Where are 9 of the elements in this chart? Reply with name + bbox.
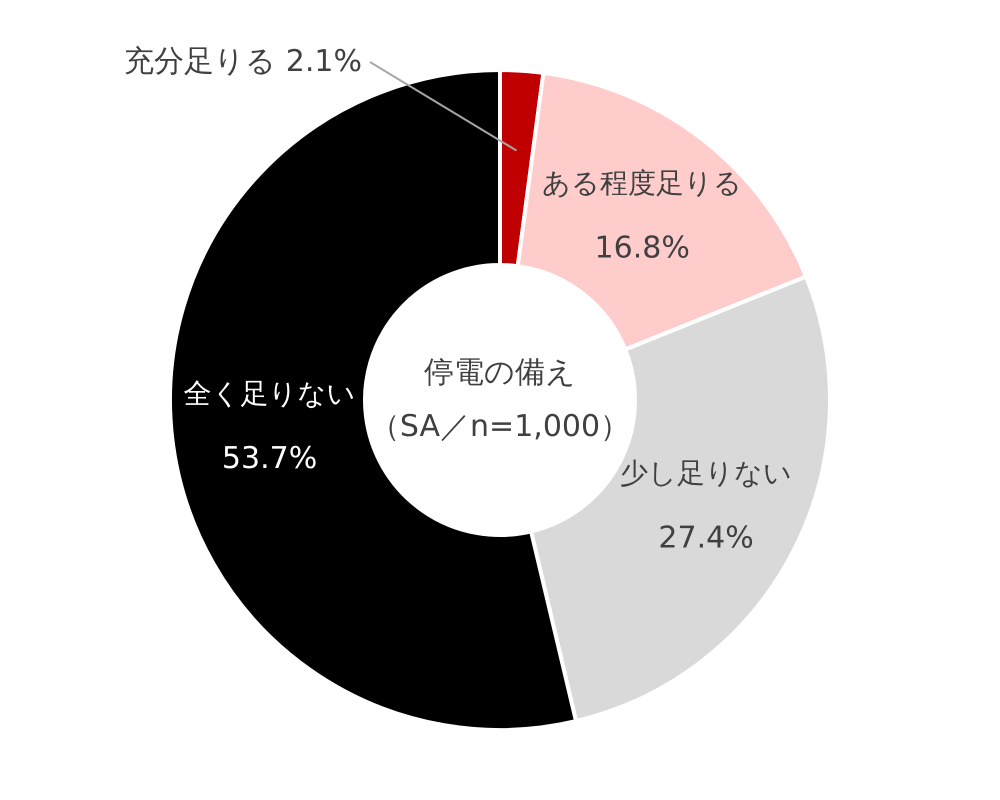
data-label: 16.8% bbox=[594, 230, 690, 266]
data-label: 53.7% bbox=[222, 440, 318, 476]
slice-label: 少し足りない bbox=[620, 456, 792, 490]
slice-label: 全く足りない bbox=[184, 376, 356, 410]
text: （SA／n=1,000） bbox=[370, 409, 630, 444]
slice-label: ある程度足りる bbox=[542, 166, 742, 200]
text: 停電の備え bbox=[424, 355, 576, 390]
slice-label: 充分足りる 2.1% bbox=[124, 44, 362, 79]
data-label: 27.4% bbox=[658, 520, 754, 556]
